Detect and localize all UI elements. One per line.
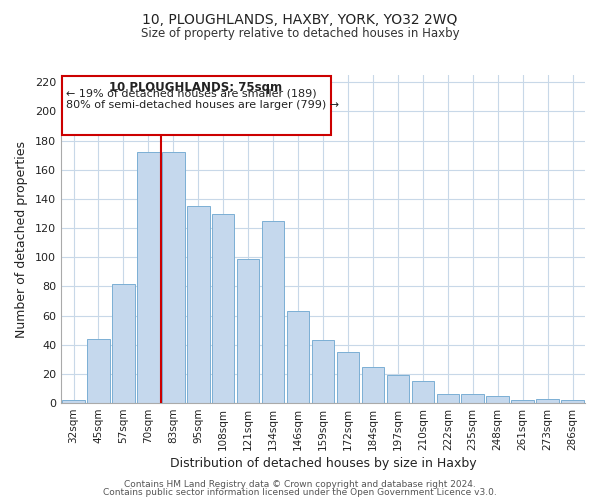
Y-axis label: Number of detached properties: Number of detached properties (15, 140, 28, 338)
Bar (162, 152, 185, 403)
FancyBboxPatch shape (62, 76, 331, 135)
Bar (312, 340, 334, 403)
Bar (137, 152, 160, 403)
Bar (187, 206, 209, 403)
Text: 10, PLOUGHLANDS, HAXBY, YORK, YO32 2WQ: 10, PLOUGHLANDS, HAXBY, YORK, YO32 2WQ (142, 12, 458, 26)
Text: 80% of semi-detached houses are larger (799) →: 80% of semi-detached houses are larger (… (66, 100, 339, 110)
Bar (386, 376, 409, 403)
X-axis label: Distribution of detached houses by size in Haxby: Distribution of detached houses by size … (170, 457, 476, 470)
Bar (561, 400, 584, 403)
Bar (287, 311, 310, 403)
Text: Contains HM Land Registry data © Crown copyright and database right 2024.: Contains HM Land Registry data © Crown c… (124, 480, 476, 489)
Bar (237, 258, 259, 403)
Bar (337, 352, 359, 403)
Bar (511, 400, 534, 403)
Bar (536, 398, 559, 403)
Text: Size of property relative to detached houses in Haxby: Size of property relative to detached ho… (140, 28, 460, 40)
Bar (262, 221, 284, 403)
Bar (212, 214, 235, 403)
Bar (62, 400, 85, 403)
Bar (112, 284, 134, 403)
Bar (362, 366, 384, 403)
Bar (437, 394, 459, 403)
Bar (461, 394, 484, 403)
Bar (412, 381, 434, 403)
Text: Contains public sector information licensed under the Open Government Licence v3: Contains public sector information licen… (103, 488, 497, 497)
Bar (87, 339, 110, 403)
Bar (487, 396, 509, 403)
Text: ← 19% of detached houses are smaller (189): ← 19% of detached houses are smaller (18… (66, 88, 317, 98)
Text: 10 PLOUGHLANDS: 75sqm: 10 PLOUGHLANDS: 75sqm (109, 81, 283, 94)
